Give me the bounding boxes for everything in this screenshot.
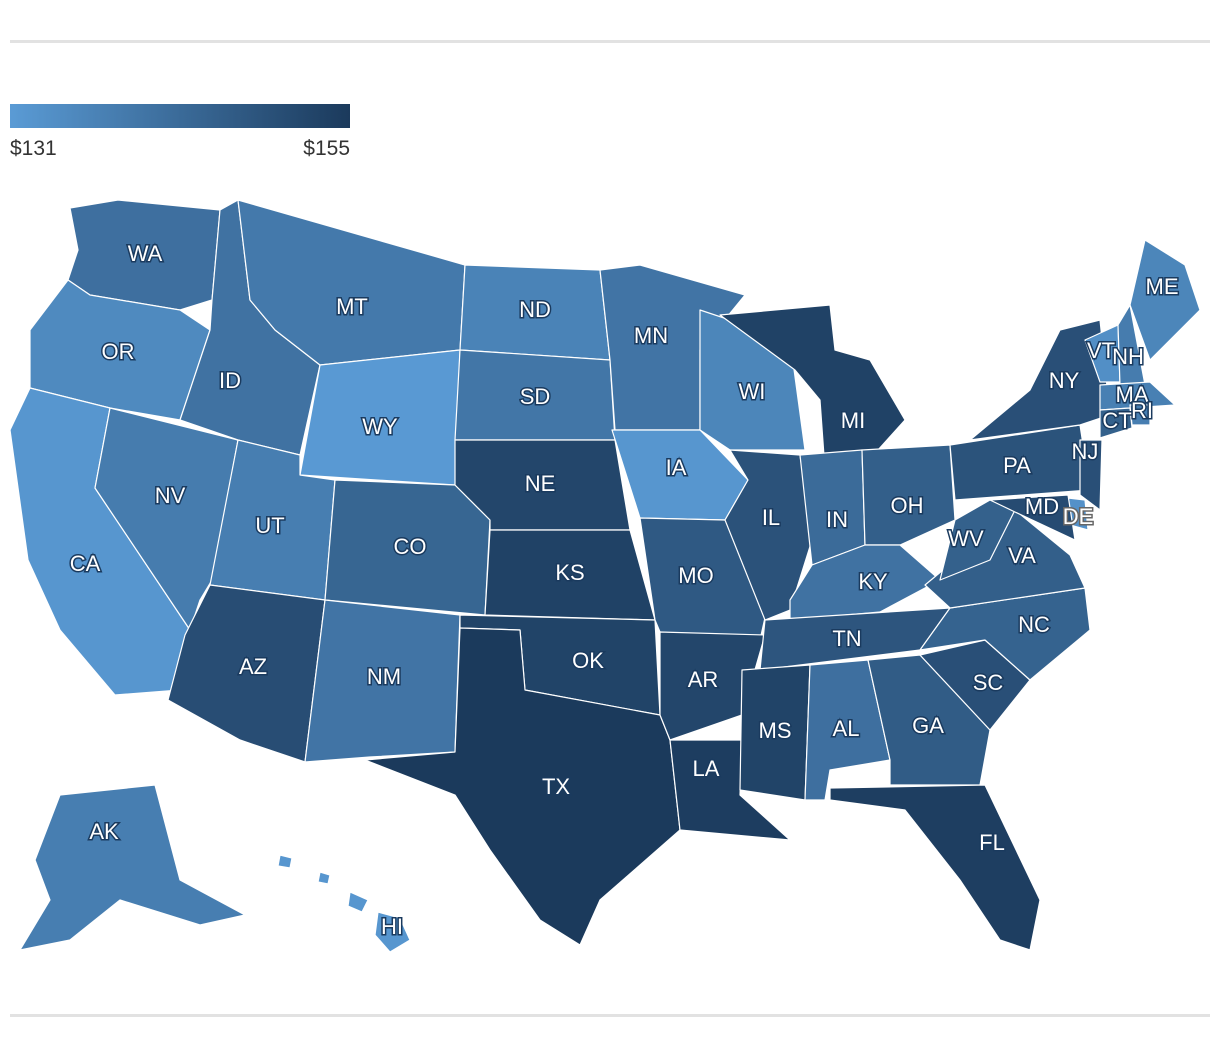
state-label-ok: OK — [572, 648, 604, 673]
state-label-co: CO — [394, 534, 427, 559]
state-label-nh: NH — [1112, 344, 1144, 369]
state-ak[interactable] — [19, 784, 246, 951]
state-label-az: AZ — [239, 654, 267, 679]
legend-max-label: $155 — [303, 137, 350, 160]
state-la[interactable] — [669, 739, 791, 841]
state-label-mn: MN — [634, 323, 668, 348]
state-ma[interactable] — [1099, 381, 1176, 411]
state-fl[interactable] — [829, 784, 1041, 951]
state-label-tn: TN — [832, 626, 861, 651]
state-label-nv: NV — [155, 483, 186, 508]
state-nj[interactable] — [1079, 439, 1103, 511]
state-label-mi: MI — [841, 408, 865, 433]
state-label-ga: GA — [912, 713, 944, 738]
state-label-fl: FL — [979, 830, 1005, 855]
state-me[interactable] — [1129, 239, 1201, 361]
state-label-la: LA — [693, 756, 720, 781]
state-md[interactable] — [989, 494, 1076, 541]
state-label-ca: CA — [70, 551, 101, 576]
state-label-or: OR — [102, 339, 135, 364]
state-label-id: ID — [219, 368, 241, 393]
state-label-ak: AK — [89, 819, 119, 844]
state-label-wy: WY — [362, 414, 398, 439]
state-tx[interactable] — [364, 627, 681, 946]
state-label-nm: NM — [367, 664, 401, 689]
state-label-nj: NJ — [1072, 439, 1099, 464]
us-choropleth-map: WA OR CA NV ID MT WY UT AZ CO NM ND SD N… — [9, 199, 1201, 953]
state-label-ri: RI — [1131, 398, 1153, 423]
state-label-tx: TX — [542, 774, 570, 799]
state-label-ar: AR — [688, 667, 719, 692]
state-label-il: IL — [762, 505, 780, 530]
state-mi[interactable] — [719, 304, 906, 471]
state-label-vt: VT — [1087, 338, 1115, 363]
state-label-nc: NC — [1018, 612, 1050, 637]
state-ct[interactable] — [1099, 407, 1133, 439]
state-label-ny: NY — [1049, 368, 1080, 393]
state-hi[interactable] — [277, 854, 411, 953]
bottom-divider — [10, 1014, 1210, 1017]
state-label-de: DE — [1063, 504, 1094, 529]
state-label-me: ME — [1146, 274, 1179, 299]
state-label-ut: UT — [255, 513, 284, 538]
state-label-wi: WI — [739, 379, 766, 404]
state-label-al: AL — [833, 716, 860, 741]
state-label-ma: MA — [1116, 382, 1149, 407]
state-label-sc: SC — [973, 670, 1004, 695]
state-label-nd: ND — [519, 297, 551, 322]
legend-min-label: $131 — [10, 137, 57, 160]
color-legend: $131 $155 — [10, 104, 350, 163]
state-ny[interactable] — [969, 319, 1111, 441]
state-ar[interactable] — [659, 631, 766, 741]
state-nm[interactable] — [304, 599, 461, 763]
state-label-mo: MO — [678, 563, 713, 588]
state-label-in: IN — [826, 507, 848, 532]
state-label-sd: SD — [520, 384, 551, 409]
state-label-ia: IA — [666, 455, 687, 480]
state-label-ky: KY — [858, 569, 888, 594]
legend-gradient-bar — [10, 104, 350, 128]
state-label-hi: HI — [381, 914, 403, 939]
state-label-wa: WA — [128, 241, 163, 266]
state-label-oh: OH — [891, 493, 924, 518]
state-label-ct: CT — [1102, 408, 1131, 433]
state-label-md: MD — [1025, 494, 1059, 519]
state-label-wv: WV — [948, 526, 984, 551]
state-label-va: VA — [1008, 543, 1036, 568]
state-label-ms: MS — [759, 718, 792, 743]
state-label-ne: NE — [525, 471, 556, 496]
state-label-pa: PA — [1003, 453, 1031, 478]
state-oh[interactable] — [861, 444, 956, 546]
top-divider — [10, 40, 1210, 43]
state-label-ks: KS — [555, 560, 584, 585]
state-label-mt: MT — [336, 294, 368, 319]
